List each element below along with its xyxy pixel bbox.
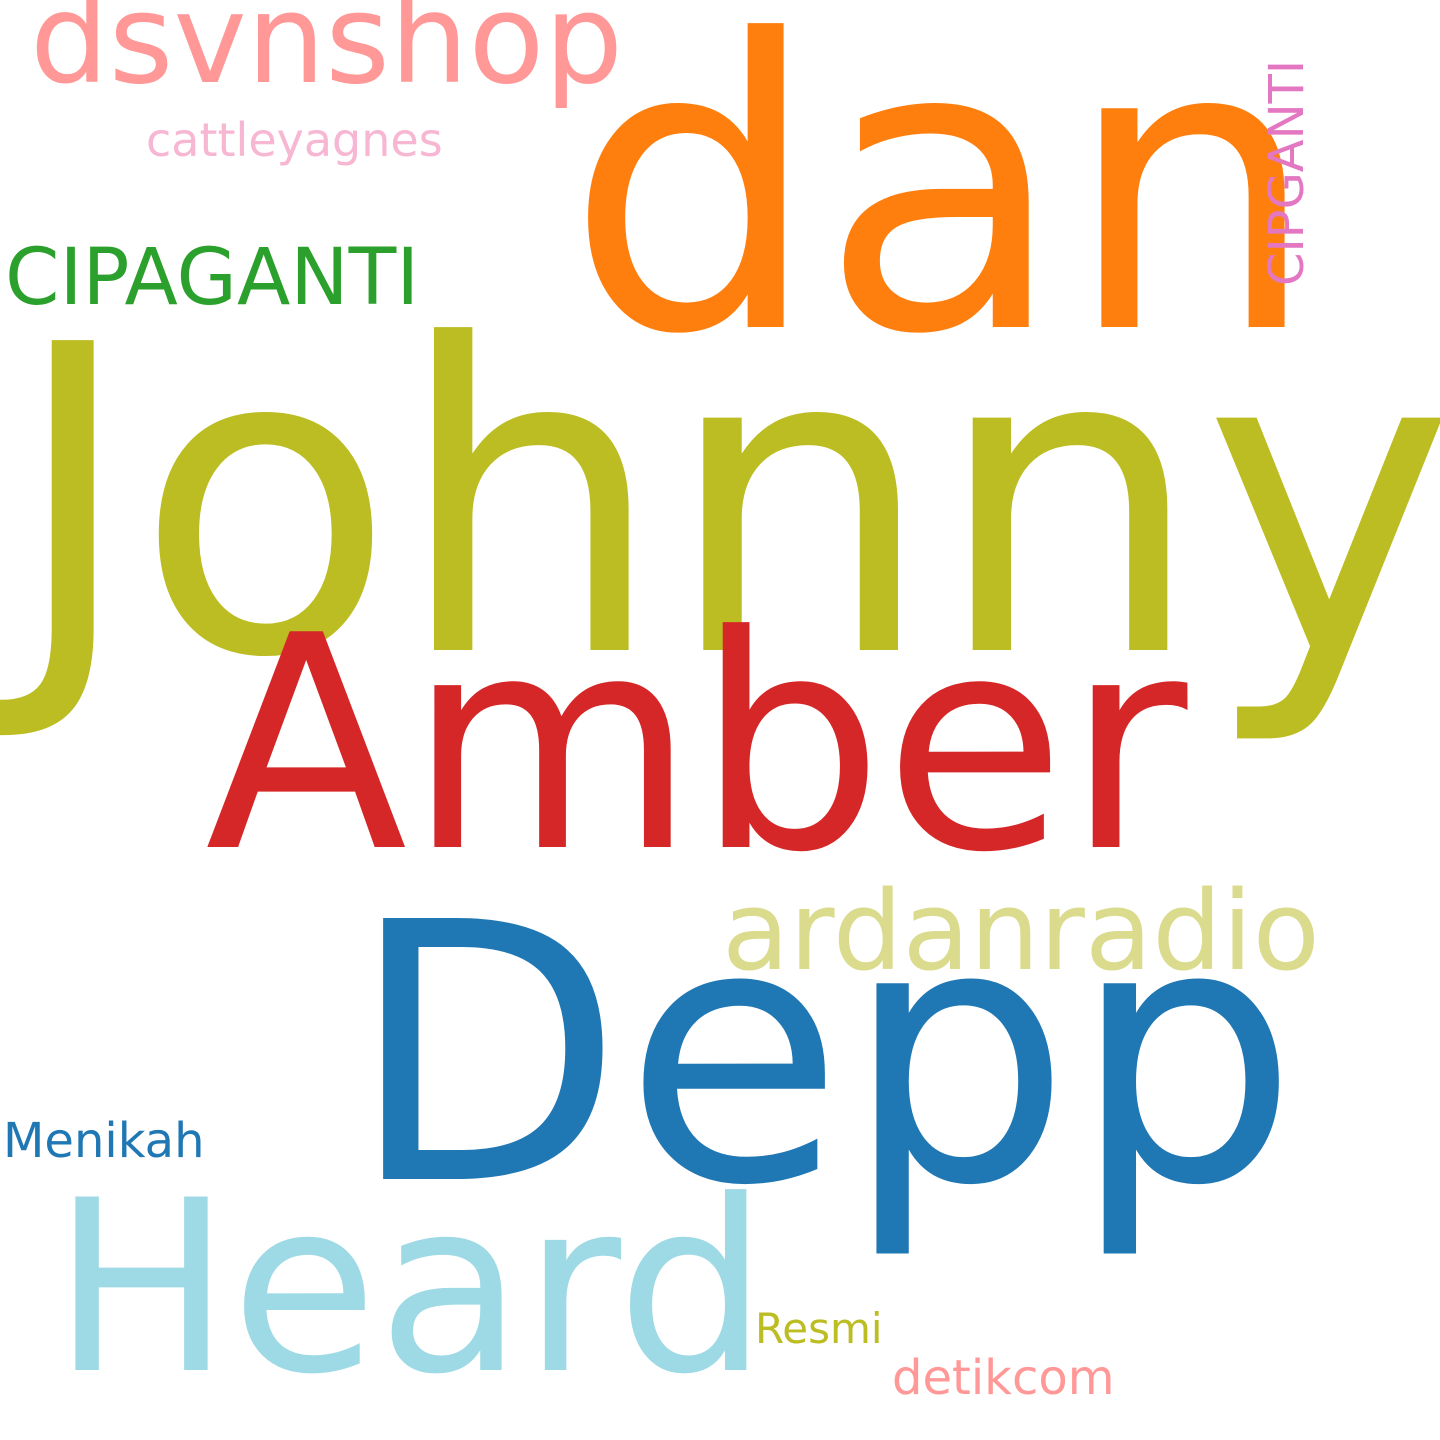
word-dan: dan — [566, 0, 1319, 422]
word-dsvnshop: dsvnshop — [30, 0, 624, 112]
word-detikcom: detikcom — [892, 1350, 1115, 1406]
word-depp: Depp — [348, 848, 1299, 1264]
word-amber: Amber — [205, 572, 1188, 917]
word-cipaganti: CIPAGANTI — [5, 233, 420, 323]
word-heard: Heard — [52, 1150, 768, 1427]
word-johnny: Johnny — [10, 257, 1440, 751]
word-cattleyagnes: cattleyagnes — [146, 113, 443, 167]
word-cipganti: CIPGANTI — [1259, 59, 1315, 286]
word-ardanradio: ardanradio — [722, 867, 1320, 995]
word-resmi: Resmi — [755, 1304, 883, 1353]
word-menikah: Menikah — [3, 1113, 205, 1169]
